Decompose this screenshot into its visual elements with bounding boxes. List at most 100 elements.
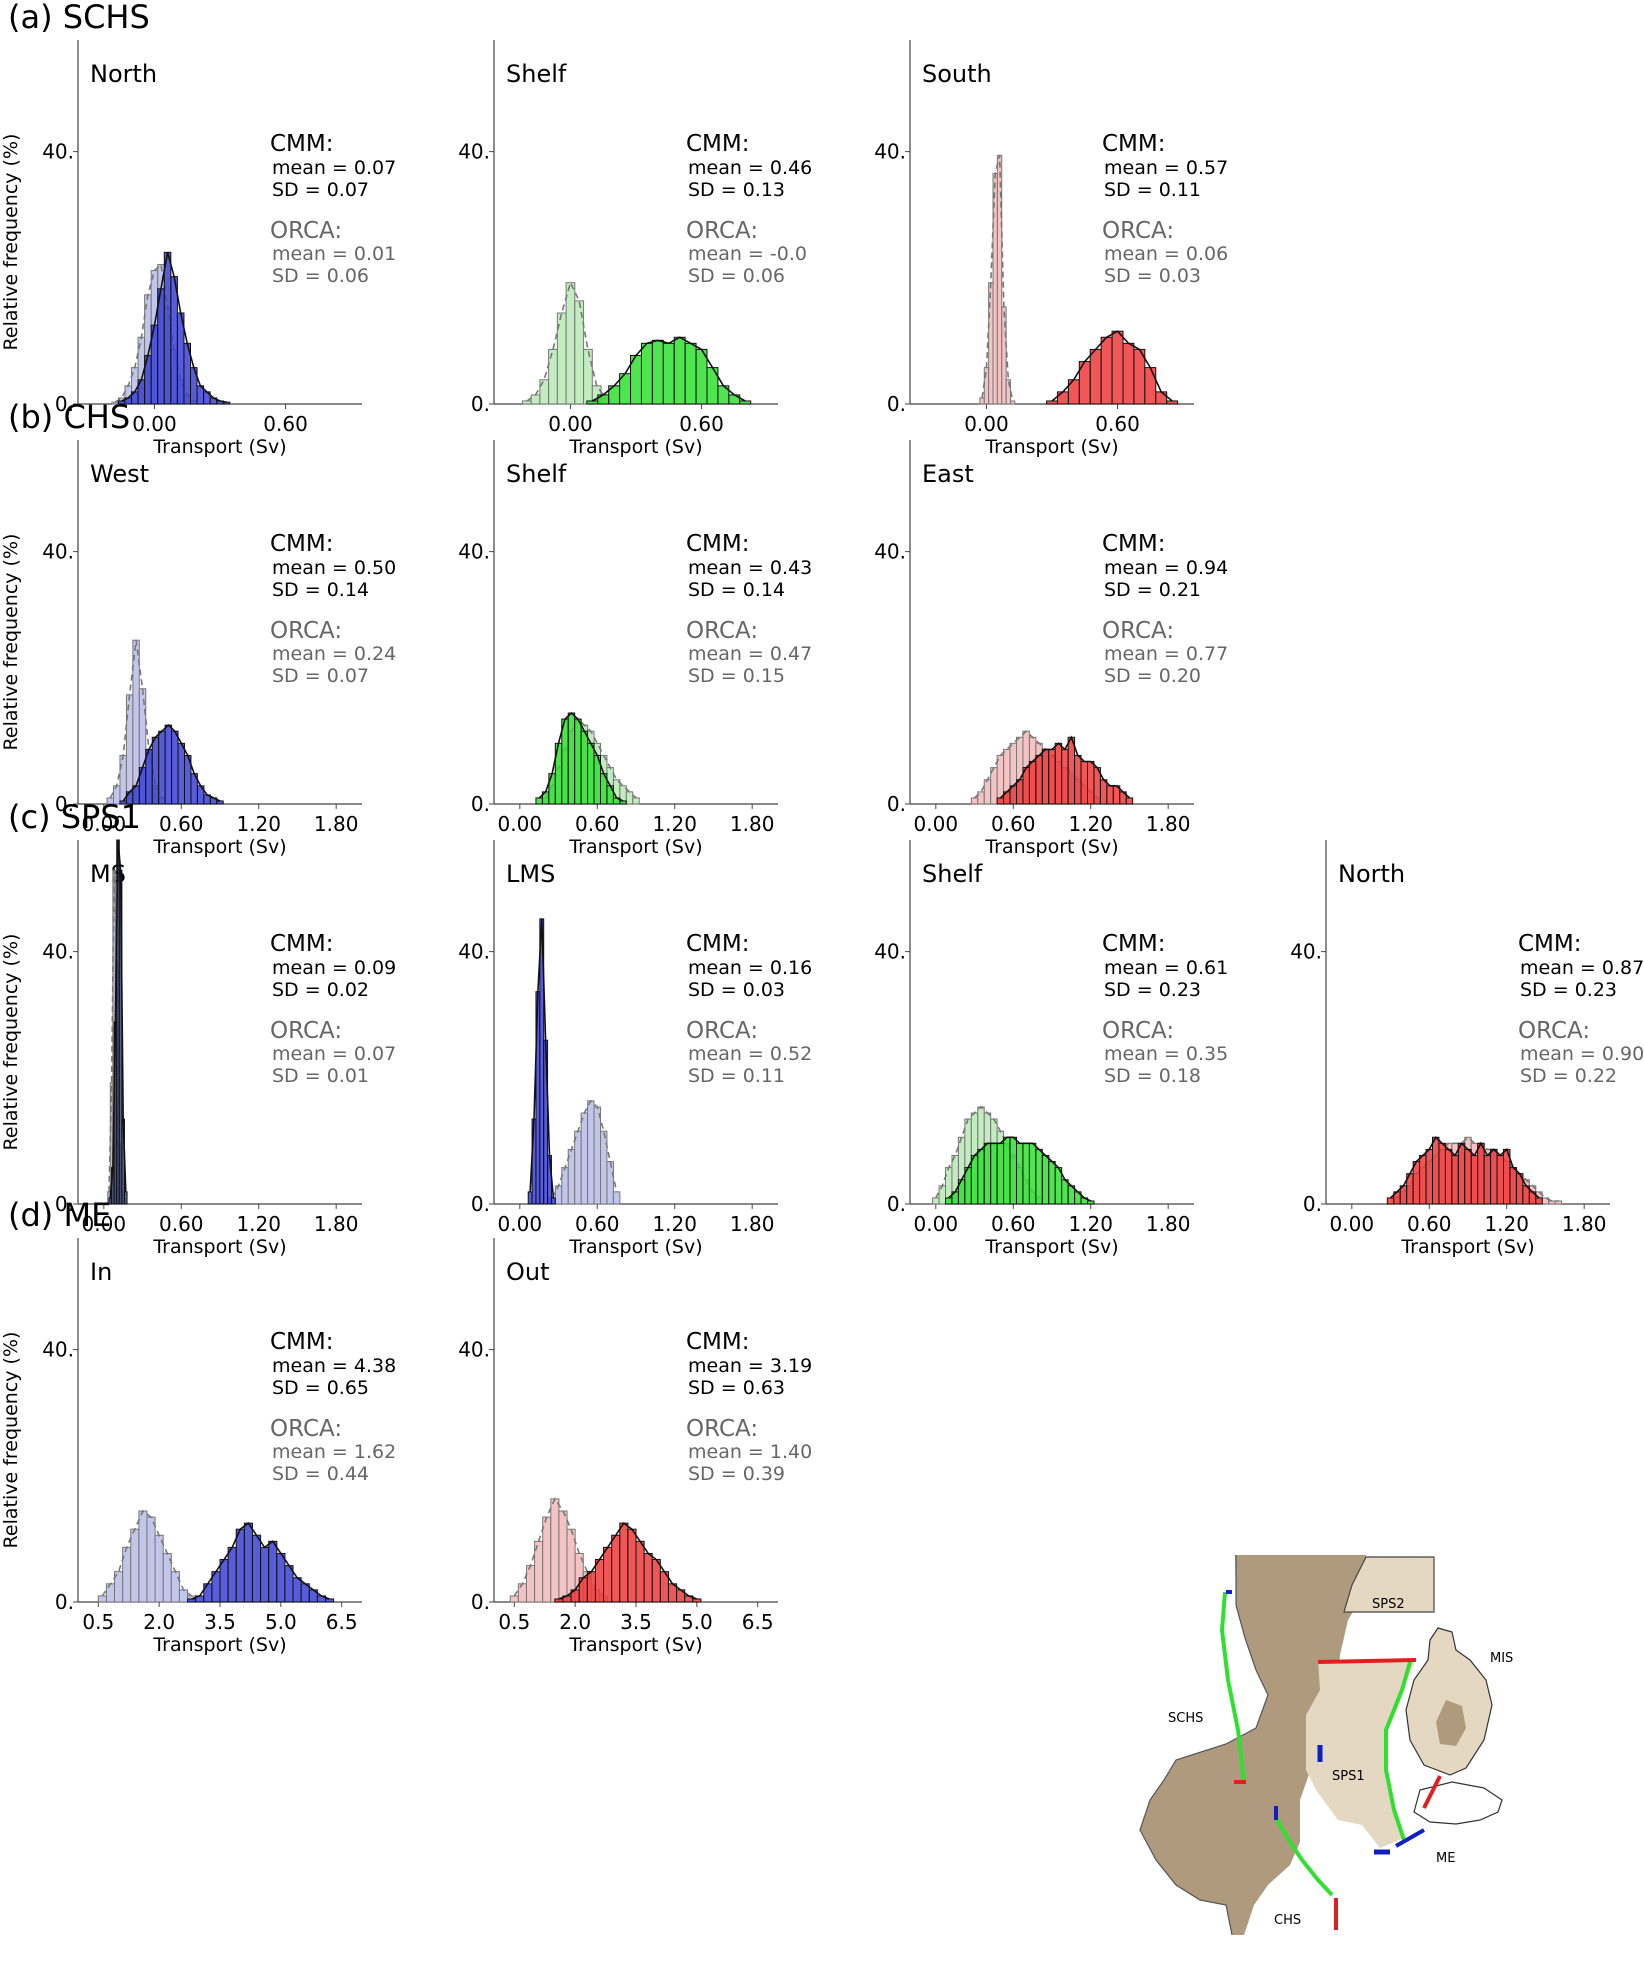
cmm-label: CMM: — [686, 131, 750, 157]
y-tick-label: 0. — [55, 392, 74, 416]
orca-mean: mean = 0.07 — [272, 1043, 396, 1065]
histogram-bar — [1496, 1154, 1505, 1205]
map-land — [1140, 1555, 1366, 1935]
histogram-bar — [1432, 1136, 1440, 1205]
orca-sd: SD = 0.44 — [272, 1463, 369, 1485]
histogram-bar — [1041, 1154, 1050, 1205]
histogram-bar — [945, 1197, 953, 1205]
density-curve — [1389, 1136, 1540, 1199]
cmm-mean: mean = 0.50 — [272, 557, 396, 579]
density-curve — [591, 336, 746, 402]
panel-title: South — [922, 60, 992, 88]
histogram-bar — [970, 1154, 979, 1205]
panel-title: In — [90, 1258, 112, 1286]
y-tick-label: 40. — [458, 540, 490, 564]
histogram-bar — [625, 791, 634, 805]
histogram-bar — [527, 1191, 533, 1205]
orca-mean: mean = 0.06 — [1104, 243, 1228, 265]
density-curve — [121, 252, 227, 403]
cmm-sd: SD = 0.02 — [272, 979, 369, 1001]
histogram-bar — [1535, 1197, 1543, 1205]
histogram-bar — [1016, 779, 1024, 805]
histogram-bar — [574, 718, 582, 805]
histogram-bar — [130, 1528, 140, 1603]
orca-mean: mean = 0.90 — [1520, 1043, 1644, 1065]
panel-title: East — [922, 460, 974, 488]
histogram-bar — [651, 1559, 661, 1603]
histogram-bar — [1490, 1148, 1498, 1205]
orca-sd: SD = 0.11 — [688, 1065, 785, 1087]
x-tick-label: 0.00 — [964, 412, 1009, 436]
histogram-bar — [1087, 1200, 1095, 1205]
cmm-mean: mean = 0.09 — [272, 957, 396, 979]
panel-title: Shelf — [506, 460, 567, 488]
orca-sd: SD = 0.06 — [272, 265, 369, 287]
histogram-bar — [550, 1498, 560, 1603]
cmm-histogram — [586, 336, 752, 405]
cmm-label: CMM: — [270, 931, 334, 957]
y-tick-label: 0. — [887, 792, 906, 816]
orca-label: ORCA: — [270, 1416, 342, 1442]
x-tick-label: 2.0 — [559, 1610, 591, 1634]
x-tick-label: 1.20 — [1068, 812, 1113, 836]
x-axis-label: Transport (Sv) — [568, 436, 702, 458]
histogram-bar — [138, 1510, 148, 1603]
histogram-bar — [1111, 330, 1124, 405]
x-tick-label: 1.20 — [1068, 1212, 1113, 1236]
y-tick-label: 40. — [874, 140, 906, 164]
histogram-bar — [1386, 1197, 1395, 1205]
histogram-bar — [292, 1577, 302, 1603]
density-curve — [544, 717, 637, 799]
orca-histogram — [521, 280, 611, 405]
histogram-bar — [1457, 1142, 1466, 1205]
cmm-label: CMM: — [686, 1329, 750, 1355]
x-tick-label: 1.80 — [1562, 1212, 1607, 1236]
orca-label: ORCA: — [1102, 618, 1174, 644]
histogram-bar — [525, 1565, 536, 1603]
histogram-bar — [1122, 342, 1135, 405]
x-tick-label: 1.20 — [236, 1212, 281, 1236]
histogram-bar — [1048, 1161, 1056, 1205]
x-tick-label: 0.00 — [914, 812, 959, 836]
histogram-bar — [105, 1583, 116, 1603]
histogram-bar — [1483, 1154, 1492, 1205]
histogram-bar — [632, 797, 640, 805]
histogram-bar — [932, 1197, 940, 1205]
histogram-bar — [567, 712, 576, 805]
histogram-bar — [97, 1595, 107, 1603]
orca-sd: SD = 0.01 — [272, 1065, 369, 1087]
histogram-bar — [600, 1130, 608, 1205]
histogram-bar — [983, 779, 992, 805]
y-tick-label: 40. — [42, 140, 74, 164]
cmm-mean: mean = 3.19 — [688, 1355, 812, 1377]
x-axis-label: Transport (Sv) — [568, 1236, 702, 1258]
cmm-mean: mean = 0.61 — [1104, 957, 1228, 979]
y-tick-label: 40. — [42, 940, 74, 964]
x-axis-label: Transport (Sv) — [568, 836, 702, 858]
cmm-histogram — [108, 839, 128, 1205]
cmm-sd: SD = 0.21 — [1104, 579, 1201, 601]
histogram-bar — [260, 1546, 270, 1603]
histogram-bar — [990, 1142, 998, 1205]
section-4: (d) ME In 0. 40. 0.5 2.0 3.5 5.0 6.5 Transport (S… — [0, 1196, 812, 1656]
histogram-bar — [1125, 797, 1134, 805]
panel-shelf: Shelf 0. 40. 0.00 0.60 1.20 1.80 Transport (Sv)… — [874, 840, 1228, 1258]
histogram-bar — [1089, 348, 1102, 405]
section-title: (a) SCHS — [8, 0, 150, 36]
x-axis-label: Transport (Sv) — [984, 1236, 1118, 1258]
histogram-bar — [517, 1583, 527, 1603]
density-curve — [538, 711, 624, 802]
x-tick-label: 1.80 — [1146, 1212, 1191, 1236]
histogram-bar — [619, 1522, 629, 1603]
y-axis-label: Relative frequency (%) — [0, 134, 22, 351]
map-sps1-basin — [1306, 1660, 1416, 1848]
density-curve — [551, 1099, 618, 1199]
x-tick-label: 0.00 — [82, 812, 127, 836]
histogram-bar — [603, 1546, 613, 1603]
orca-mean: mean = -0.0 — [688, 243, 807, 265]
histogram-bar — [606, 1161, 614, 1205]
x-axis-label: Transport (Sv) — [152, 1236, 286, 1258]
